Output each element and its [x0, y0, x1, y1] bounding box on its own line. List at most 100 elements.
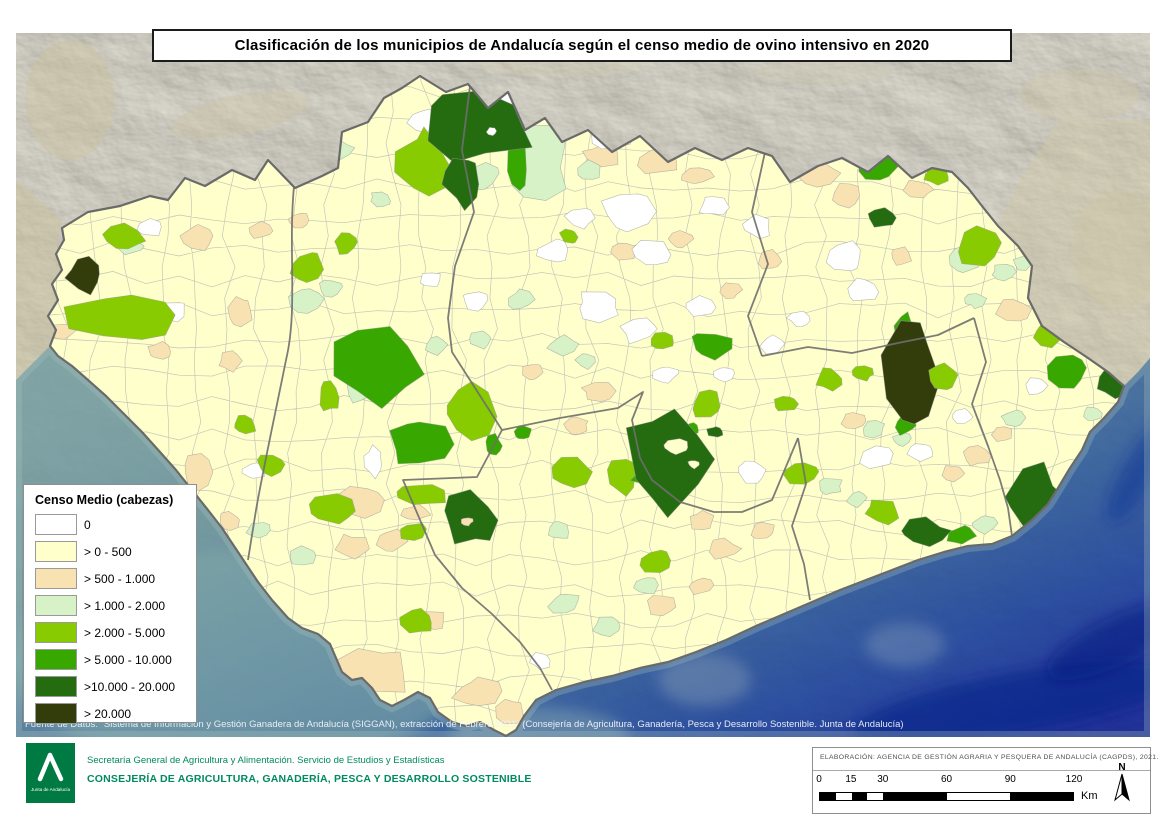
scale-tick-label: 90	[1004, 774, 1016, 785]
legend-item-label: > 2.000 - 5.000	[84, 625, 166, 640]
municipality-patch	[1000, 409, 1027, 427]
municipality-patch	[363, 444, 382, 480]
municipality-patch	[864, 499, 900, 526]
legend-title: Censo Medio (cabezas)	[35, 493, 174, 507]
scale-bar-segment	[1009, 793, 1073, 800]
municipality-patch	[63, 294, 176, 340]
municipality-patch	[399, 607, 432, 634]
legend-swatch	[35, 541, 77, 562]
municipality-patch	[319, 279, 344, 298]
municipality-patch	[64, 255, 100, 296]
scale-bar-segment	[946, 793, 1010, 800]
legend-item-label: >10.000 - 20.000	[84, 679, 176, 694]
scale-tick-label: 0	[816, 774, 822, 785]
municipality-patch	[220, 510, 240, 531]
municipality-patch	[308, 493, 356, 525]
municipality-patch	[425, 335, 449, 356]
municipality-patch	[508, 288, 536, 310]
legend-item-label: > 20.000	[84, 706, 132, 721]
municipality-patch	[1083, 406, 1103, 421]
municipality-patch	[577, 159, 601, 180]
municipality-patch	[719, 282, 744, 299]
andalucia-choropleth-map	[16, 33, 1150, 737]
municipality-patch	[441, 157, 480, 212]
source-note: Fuente de Datos: "Sistema de Información…	[25, 719, 904, 730]
municipality-patch	[579, 291, 619, 324]
footer-consejeria-line: CONSEJERÍA DE AGRICULTURA, GANADERÍA, PE…	[87, 773, 532, 785]
municipality-patch	[147, 341, 171, 360]
municipality-patch	[248, 220, 274, 239]
municipality-patch	[547, 521, 569, 539]
legend-swatch	[35, 622, 77, 643]
scale-bar-segment	[867, 793, 884, 800]
municipality-patch	[619, 317, 658, 345]
municipality-patch	[333, 326, 425, 409]
municipality-patch	[759, 334, 786, 355]
scale-tick-label: 15	[845, 774, 857, 785]
scale-tick-label: 30	[877, 774, 889, 785]
municipality-patch	[964, 293, 988, 310]
municipality-patch	[179, 224, 214, 252]
municipality-patch	[815, 367, 843, 392]
municipality-patch	[370, 191, 391, 208]
legend: Censo Medio (cabezas) 0 > 0 - 500 > 500 - …	[23, 484, 197, 724]
municipality-patch	[880, 320, 941, 425]
logo-a-icon: Junta de Andalucía	[31, 752, 70, 792]
municipality-patch	[460, 517, 474, 527]
municipality-patch	[706, 426, 724, 438]
municipality-patch	[218, 350, 243, 373]
legend-item: > 5.000 - 10.000	[24, 646, 196, 673]
municipality-patch	[639, 549, 672, 573]
scale-bar	[819, 792, 1074, 801]
municipality-patch	[462, 291, 489, 312]
municipality-patch	[551, 456, 593, 489]
municipality-patch	[851, 365, 875, 382]
municipality-patch	[750, 521, 775, 539]
municipality-patch	[991, 263, 1018, 282]
municipality-patch	[819, 478, 843, 496]
municipality-patch	[319, 380, 340, 412]
map-title-box: Clasificación de los municipios de Andal…	[152, 29, 1012, 62]
junta-de-andalucia-logo: Junta de Andalucía	[26, 743, 75, 803]
municipality-patch	[592, 616, 621, 638]
municipality-patch	[136, 218, 162, 236]
municipality-patch	[334, 533, 370, 560]
municipality-patch	[681, 167, 715, 184]
municipality-patch	[633, 577, 659, 595]
scale-bar-segment	[820, 793, 836, 800]
map-title: Clasificación de los municipios de Andal…	[234, 37, 930, 54]
municipality-patch	[234, 414, 257, 435]
legend-swatch	[35, 568, 77, 589]
municipality-patch	[713, 367, 735, 383]
legend-item: > 1.000 - 2.000	[24, 592, 196, 619]
municipality-patch	[610, 242, 637, 261]
municipality-patch	[941, 465, 966, 483]
municipality-patch	[102, 222, 147, 250]
legend-item: >10.000 - 20.000	[24, 673, 196, 700]
elaboration-note: ELABORACIÓN: AGENCIA DE GESTIÓN AGRARIA …	[820, 754, 1159, 761]
municipality-patch	[625, 408, 716, 519]
municipality-patch	[419, 272, 441, 287]
municipality-patch	[606, 458, 637, 497]
municipality-patch	[891, 432, 912, 447]
legend-swatch	[35, 595, 77, 616]
municipality-patch	[971, 515, 999, 535]
municipality-patch	[847, 277, 880, 302]
municipality-patch	[687, 460, 700, 470]
north-arrow: N	[1109, 762, 1135, 810]
municipality-patch	[652, 366, 680, 384]
municipality-patch	[288, 288, 325, 314]
municipality-patch	[691, 333, 733, 361]
legend-item: > 20.000	[24, 700, 196, 727]
municipality-patch	[785, 310, 811, 327]
municipality-patch	[958, 225, 1002, 267]
legend-item: > 2.000 - 5.000	[24, 619, 196, 646]
municipality-patch	[334, 232, 358, 255]
legend-item-label: > 500 - 1.000	[84, 571, 156, 586]
municipality-patch	[184, 453, 214, 491]
municipality-patch	[522, 364, 544, 381]
municipality-patch	[1046, 354, 1087, 389]
scale-bar-segment	[883, 793, 947, 800]
scale-divider	[813, 770, 1150, 771]
